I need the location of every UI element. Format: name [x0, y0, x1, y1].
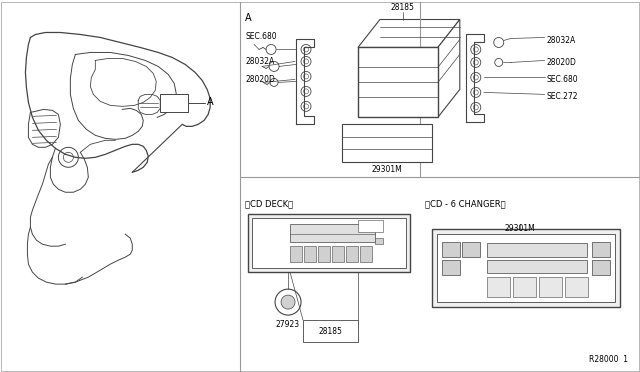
Polygon shape: [358, 19, 460, 48]
Circle shape: [281, 295, 295, 309]
Text: 28032A: 28032A: [245, 57, 275, 66]
Text: 29301M: 29301M: [372, 165, 403, 174]
Bar: [539, 277, 562, 297]
Bar: [318, 246, 330, 262]
Bar: [332, 246, 344, 262]
Text: 〈CD - 6 CHANGER〉: 〈CD - 6 CHANGER〉: [425, 199, 506, 208]
Bar: [432, 229, 620, 307]
Text: A: A: [245, 13, 252, 23]
Bar: [442, 260, 460, 275]
Bar: [304, 246, 316, 262]
Bar: [160, 94, 188, 112]
Bar: [303, 320, 358, 342]
Bar: [487, 243, 587, 257]
Text: 28185: 28185: [318, 327, 342, 336]
Text: 29301M: 29301M: [504, 224, 535, 233]
Text: SEC.680: SEC.680: [245, 32, 276, 41]
Text: SEC.272: SEC.272: [547, 92, 578, 101]
Bar: [358, 220, 383, 232]
Bar: [290, 246, 302, 262]
Bar: [375, 238, 383, 244]
Bar: [442, 242, 460, 257]
Circle shape: [275, 289, 301, 315]
Bar: [346, 246, 358, 262]
Text: 〈CD DECK〉: 〈CD DECK〉: [245, 199, 293, 208]
Bar: [591, 260, 609, 275]
Bar: [248, 214, 410, 272]
Bar: [591, 242, 609, 257]
Text: SEC.680: SEC.680: [547, 75, 579, 84]
Bar: [342, 124, 432, 162]
Text: 28032A: 28032A: [547, 36, 576, 45]
Bar: [358, 48, 438, 117]
Bar: [437, 234, 614, 302]
Bar: [564, 277, 588, 297]
Text: A: A: [207, 97, 214, 108]
Circle shape: [262, 235, 278, 251]
Text: 28020D: 28020D: [245, 75, 275, 84]
Bar: [462, 242, 480, 257]
Text: R28000  1: R28000 1: [589, 355, 628, 364]
Bar: [513, 277, 536, 297]
Bar: [487, 260, 587, 273]
Text: 27923: 27923: [276, 320, 300, 329]
Text: 28185: 28185: [391, 3, 415, 12]
Circle shape: [447, 277, 467, 297]
Polygon shape: [438, 19, 460, 117]
Bar: [360, 246, 372, 262]
Circle shape: [256, 229, 284, 257]
Text: 28020D: 28020D: [547, 58, 577, 67]
Circle shape: [378, 233, 398, 253]
Bar: [252, 218, 406, 268]
Bar: [290, 224, 375, 242]
Bar: [487, 277, 509, 297]
